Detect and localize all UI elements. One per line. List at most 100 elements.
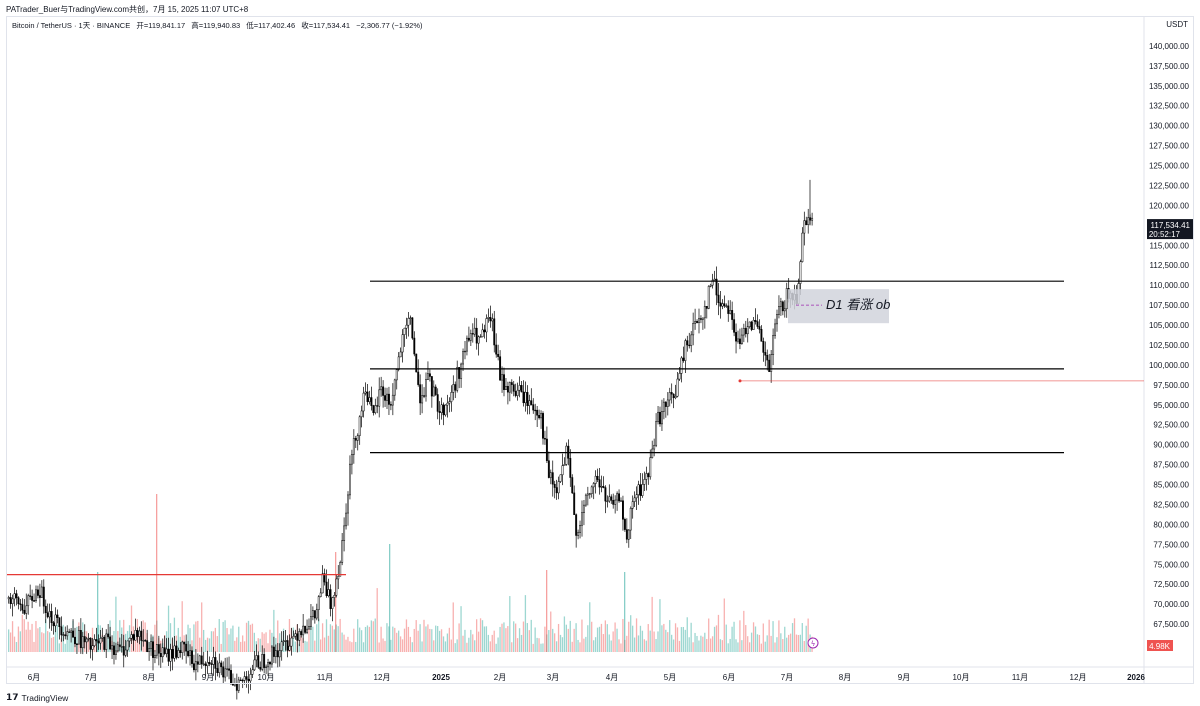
volume-bar [253,632,255,652]
candle-body [222,666,225,678]
candle-body [241,679,244,682]
candle-body [27,595,30,607]
x-tick-label: 6月 [28,673,40,682]
volume-bar [302,638,304,652]
candle-body [389,404,392,406]
volume-bar [538,638,540,652]
y-tick-label: 92,500.00 [1153,421,1189,430]
volume-bar [327,635,330,652]
volume-bar [678,640,681,652]
volume-bar [511,642,513,652]
candle-body [456,367,459,391]
candle-body [444,404,447,416]
candle-body [391,394,394,406]
candle-body [191,650,193,664]
y-tick-label: 122,500.00 [1149,181,1190,190]
candle-body [48,611,51,618]
volume-bar [212,631,215,652]
volume-bar [321,623,324,652]
volume-bar [526,623,528,652]
volume-bar [201,602,203,652]
volume-bar [433,640,435,652]
candle-body [138,630,141,637]
candle-body [249,674,252,682]
candle-body [259,667,262,670]
volume-bar [807,618,809,652]
candle-body [364,391,367,394]
candle-body [479,336,482,338]
volume-bar [39,627,41,652]
candle-body [83,636,86,643]
volume-label: 4.98K [1149,642,1171,651]
lightning-glyph: ϟ [811,640,816,648]
candle-body [516,389,519,396]
volume-bar [300,635,302,652]
candle-body [317,596,320,610]
candle-body [50,611,53,623]
volume-bar [509,596,511,652]
candle-body [740,334,743,344]
candle-body [300,631,303,636]
candle-body [744,328,747,335]
volume-bar [499,626,501,652]
candle-body [120,646,123,648]
candle-body [772,335,775,355]
volume-bar [762,623,764,652]
candle-body [52,622,55,627]
candle-body [514,391,517,396]
volume-bar [15,642,18,652]
volume-bar [87,638,90,652]
tradingview-brand[interactable]: 𝟭𝟳 TradingView [6,692,68,703]
volume-bar [729,638,731,652]
volume-bar [173,617,176,652]
candle-body [329,589,332,609]
volume-bar [739,620,741,652]
volume-bar [583,638,585,652]
candle-body [411,317,414,339]
volume-bar [206,637,209,652]
candle-body [68,631,71,633]
volume-bar [657,631,659,652]
volume-bar [626,635,628,652]
volume-bar [688,637,690,652]
x-tick-label: 8月 [143,673,155,682]
candle-body [278,650,281,658]
volume-bar [758,634,761,652]
candle-body [204,663,207,667]
volume-bar [76,626,78,652]
candle-body [7,597,10,600]
y-tick-label: 75,000.00 [1153,560,1189,569]
y-tick-label: 127,500.00 [1149,142,1190,151]
share-line: PATrader_Buer与TradingView.com共创，7月 15, 2… [6,5,249,14]
volume-bar [355,641,357,652]
candle-body [464,350,466,353]
candle-body [711,279,714,286]
volume-bar [505,628,507,652]
candle-body [481,329,484,337]
volume-bar [725,624,727,652]
candle-body [109,636,112,650]
candle-body [436,394,439,412]
volume-bar [522,621,525,652]
candle-body [503,374,505,390]
volume-bar [585,636,587,652]
candle-body [501,374,504,381]
candle-body [583,504,585,513]
volume-bar [639,625,642,652]
volume-bar [497,637,499,652]
candle-body [263,654,266,668]
candle-body [434,386,437,395]
candle-body [524,392,527,404]
candle-body [233,683,236,686]
candle-body [276,650,279,658]
candle-body [386,393,388,401]
symbol-name[interactable]: Bitcoin / TetherUS · 1天 · BINANCE [12,21,131,30]
x-tick-label: 10月 [953,673,970,682]
volume-bar [427,624,429,652]
candle-body [756,321,759,327]
volume-bar [199,637,201,652]
candle-body [362,392,365,412]
candle-body [286,640,289,651]
candle-body [803,220,806,234]
